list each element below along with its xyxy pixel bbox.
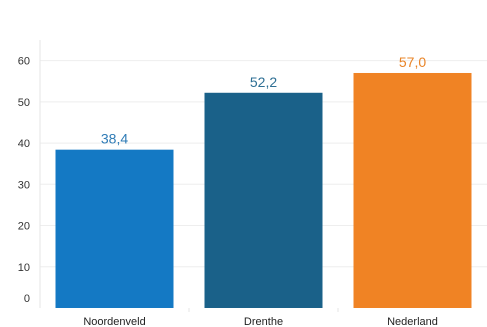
y-tick-label: 60 <box>18 56 30 68</box>
y-axis: 0 10 20 30 40 50 60 <box>18 40 41 308</box>
bar-noordenveld <box>55 149 174 308</box>
data-label: 57,0 <box>399 54 426 70</box>
bar-nederland <box>353 72 472 308</box>
bar-drenthe <box>204 92 323 308</box>
y-tick-label: 40 <box>18 138 30 150</box>
y-tick-label: 30 <box>18 179 30 191</box>
y-tick-label: 0 <box>24 293 30 305</box>
data-label: 52,2 <box>250 74 277 90</box>
x-axis: Noordenveld Drenthe Nederland <box>83 308 438 327</box>
x-category-label: Drenthe <box>244 316 283 327</box>
y-tick-label: 10 <box>18 262 30 274</box>
x-category-label: Nederland <box>387 316 438 327</box>
y-tick-label: 20 <box>18 221 30 233</box>
y-tick-label: 50 <box>18 97 30 109</box>
x-category-label: Noordenveld <box>83 316 145 327</box>
data-labels: 38,4 52,2 57,0 <box>101 54 426 147</box>
data-label: 38,4 <box>101 131 128 147</box>
bars <box>55 72 472 308</box>
